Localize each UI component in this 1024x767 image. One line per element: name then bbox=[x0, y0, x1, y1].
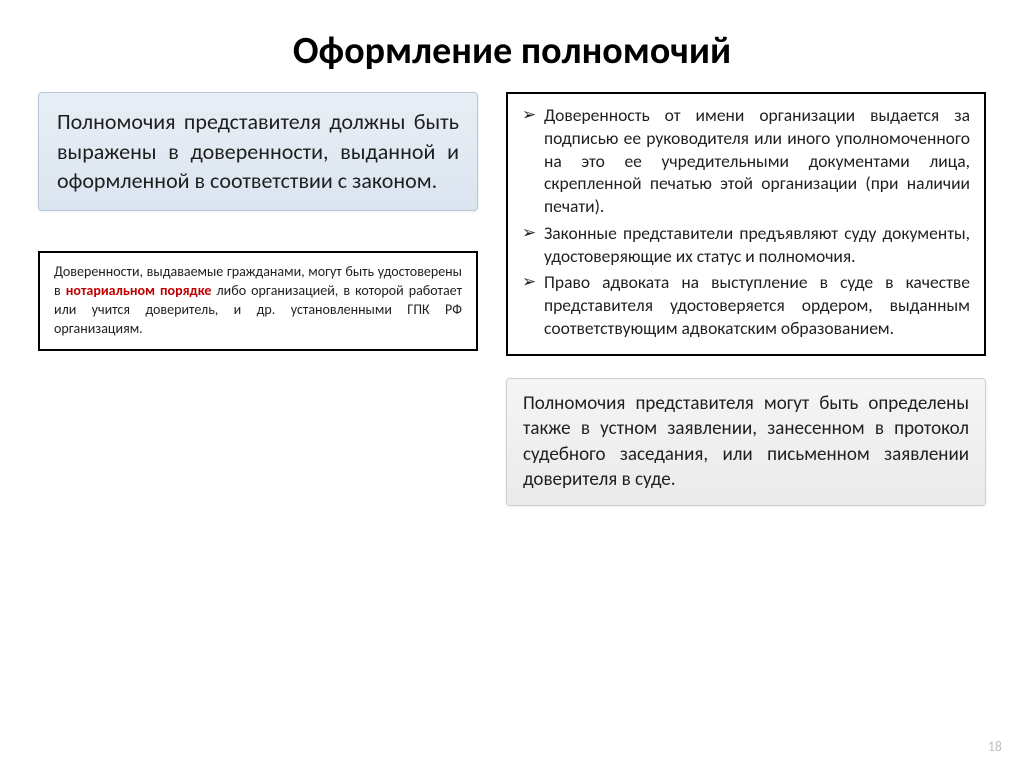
list-item: ➢ Право адвоката на выступление в суде в… bbox=[522, 271, 970, 339]
bullet-text: Право адвоката на выступление в суде в к… bbox=[544, 271, 970, 339]
list-item: ➢ Законные представители предъявляют суд… bbox=[522, 222, 970, 268]
bullet-text: Законные представители предъявляют суду … bbox=[544, 222, 970, 268]
bullet-arrow-icon: ➢ bbox=[522, 271, 544, 339]
bulleted-box: ➢ Доверенность от имени организации выда… bbox=[506, 92, 986, 356]
content-area: Полномочия представителя должны быть выр… bbox=[0, 92, 1024, 506]
bullet-list: ➢ Доверенность от имени организации выда… bbox=[522, 104, 970, 340]
page-number: 18 bbox=[988, 738, 1002, 755]
right-column: ➢ Доверенность от имени организации выда… bbox=[506, 92, 986, 506]
gray-info-box: Полномочия представителя могут быть опре… bbox=[506, 378, 986, 507]
slide-title: Оформление полномочий bbox=[0, 0, 1024, 92]
bullet-arrow-icon: ➢ bbox=[522, 222, 544, 268]
bullet-text: Доверенность от имени организации выдает… bbox=[544, 104, 970, 218]
left-column: Полномочия представителя должны быть выр… bbox=[38, 92, 478, 506]
blue-info-box: Полномочия представителя должны быть выр… bbox=[38, 92, 478, 211]
list-item: ➢ Доверенность от имени организации выда… bbox=[522, 104, 970, 218]
black-box-red-text: нотариальном порядке bbox=[66, 282, 212, 299]
bullet-arrow-icon: ➢ bbox=[522, 104, 544, 218]
black-border-box: Доверенности, выдаваемые гражданами, мог… bbox=[38, 251, 478, 351]
